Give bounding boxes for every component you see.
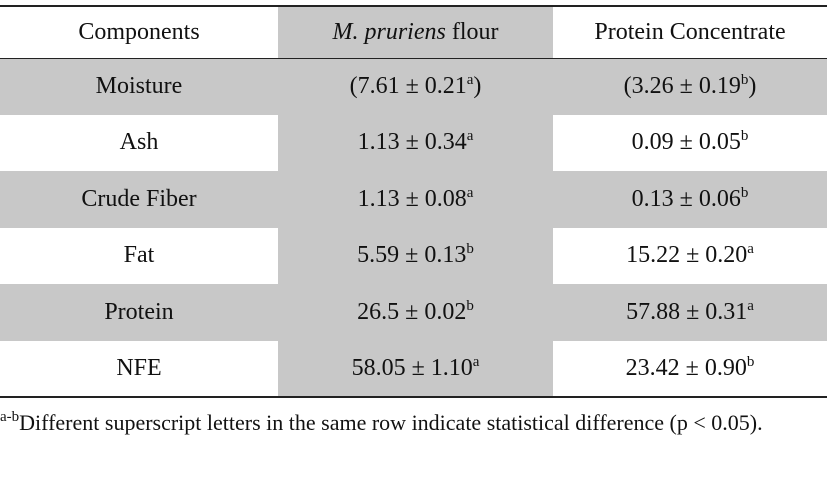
cell-value: 26.5 ± 0.02 [357, 298, 467, 325]
value-cell: (7.61 ± 0.21a) [278, 58, 553, 115]
cell-tail: ) [748, 73, 757, 99]
footnote-sup: a-b [0, 409, 20, 425]
cell-text: Moisture [95, 73, 183, 99]
value-cell: 5.59 ± 0.13b [278, 227, 553, 284]
cell-value: 5.59 ± 0.13 [357, 242, 467, 269]
cell-superscript: b [740, 72, 749, 88]
cell-value: (7.61 ± 0.21 [349, 73, 467, 99]
footnote-text: Different superscript letters in the sam… [19, 410, 763, 435]
cell-text: NFE [116, 354, 162, 381]
header-cell: Components [0, 6, 278, 58]
value-cell: 0.09 ± 0.05b [553, 115, 827, 172]
cell-text: Ash [119, 129, 159, 156]
cell-text: Crude Fiber [81, 185, 197, 212]
table-row: Crude Fiber 1.13 ± 0.08a 0.13 ± 0.06b [0, 171, 827, 228]
cell-value: 57.88 ± 0.31 [626, 298, 748, 325]
cell-superscript: b [466, 241, 474, 258]
value-cell: 15.22 ± 0.20a [553, 228, 827, 285]
value-cell: 26.5 ± 0.02b [278, 284, 553, 341]
header-row: Components M. pruriens flour Protein Conce… [0, 6, 827, 58]
value-cell: 1.13 ± 0.34a [278, 114, 553, 171]
header-cell: Protein Concentrate [553, 6, 827, 58]
cell-superscript: a [472, 353, 480, 370]
table-row: Moisture (7.61 ± 0.21a) (3.26 ± 0.19b) [0, 58, 827, 115]
table-row: NFE 58.05 ± 1.10a 23.42 ± 0.90b [0, 340, 827, 398]
cell-value: 58.05 ± 1.10 [351, 354, 473, 381]
cell-superscript: b [746, 353, 755, 370]
table-row: Ash 1.13 ± 0.34a 0.09 ± 0.05b [0, 114, 827, 172]
value-cell: 57.88 ± 0.31a [553, 284, 827, 341]
cell-superscript: a [466, 184, 474, 201]
cell-value: 23.42 ± 0.90 [625, 354, 747, 381]
cell-superscript: a [747, 241, 754, 258]
cell-text: Protein [104, 298, 174, 325]
header-cell: M. pruriens flour [278, 6, 553, 58]
cell-superscript: a [466, 72, 474, 88]
cell-text: Protein Concentrate [594, 18, 786, 45]
value-cell: 23.42 ± 0.90b [553, 341, 827, 398]
table-row: Protein 26.5 ± 0.02b 57.88 ± 0.31a [0, 284, 827, 341]
cell-superscript: a [466, 128, 474, 145]
footnote: a-bDifferent superscript letters in the … [0, 408, 827, 438]
cell-value: 1.13 ± 0.08 [357, 185, 467, 212]
row-label: Ash [0, 115, 278, 172]
row-label: Moisture [0, 58, 278, 115]
value-cell: 58.05 ± 1.10a [278, 340, 553, 397]
cell-text: flour [451, 18, 499, 45]
value-cell: (3.26 ± 0.19b) [553, 58, 827, 115]
cell-superscript: b [466, 297, 474, 314]
cell-value: 1.13 ± 0.34 [357, 129, 467, 156]
cell-tail: ) [473, 73, 482, 99]
cell-text: Components [78, 18, 200, 45]
cell-superscript: b [740, 128, 749, 145]
row-label: Crude Fiber [0, 171, 278, 228]
table-body: Moisture (7.61 ± 0.21a) (3.26 ± 0.19b) Ash 1… [0, 58, 827, 397]
row-label: Fat [0, 228, 278, 285]
cell-value: 15.22 ± 0.20 [626, 242, 748, 269]
cell-superscript: a [747, 297, 754, 314]
row-label: NFE [0, 341, 278, 398]
row-label: Protein [0, 284, 278, 341]
cell-text: Fat [123, 242, 155, 269]
cell-value: 0.09 ± 0.05 [631, 129, 741, 156]
cell-value: 0.13 ± 0.06 [631, 185, 741, 212]
value-cell: 0.13 ± 0.06b [553, 171, 827, 228]
cell-superscript: b [740, 184, 749, 201]
data-table: Components M. pruriens flour Protein Conce… [0, 5, 827, 398]
table-row: Fat 5.59 ± 0.13b 15.22 ± 0.20a [0, 227, 827, 285]
cell-value: (3.26 ± 0.19 [623, 73, 741, 99]
italic-text: M. pruriens [332, 18, 446, 45]
value-cell: 1.13 ± 0.08a [278, 171, 553, 228]
